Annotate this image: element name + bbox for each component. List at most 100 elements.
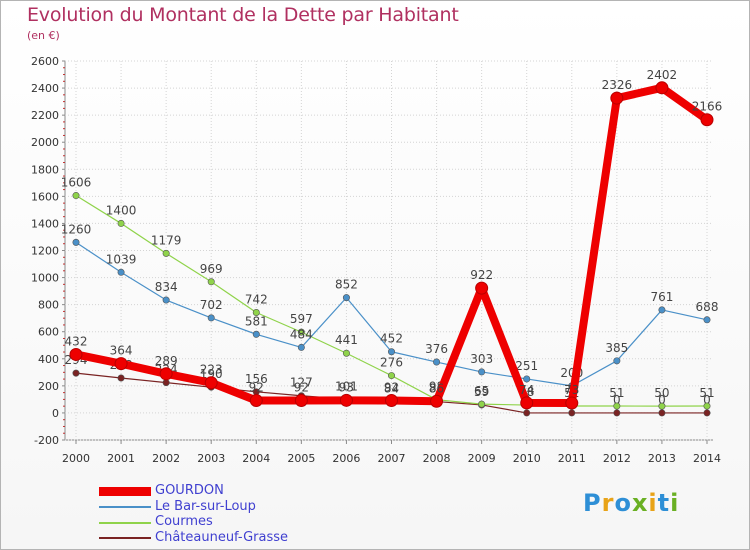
data-label-gourdon: 2326 xyxy=(602,78,633,92)
data-point-gourdon xyxy=(430,394,444,408)
data-point-chateauneuf-grasse xyxy=(162,379,170,387)
data-point-le-bar-sur-loup xyxy=(433,358,441,366)
data-point-courmes xyxy=(703,402,711,410)
data-point-gourdon xyxy=(565,396,579,410)
data-point-courmes xyxy=(387,372,395,380)
data-point-le-bar-sur-loup xyxy=(478,368,486,376)
x-tick-label: 2008 xyxy=(423,452,451,465)
logo-letter: x xyxy=(631,489,649,517)
data-label-gourdon: 922 xyxy=(470,268,493,282)
legend-label: Le Bar-sur-Loup xyxy=(155,498,256,514)
data-label-le-bar-sur-loup: 834 xyxy=(155,280,178,294)
data-point-gourdon xyxy=(385,393,398,407)
y-tick-label: 2400 xyxy=(31,82,59,95)
x-tick-label: 2005 xyxy=(287,452,315,465)
data-point-gourdon xyxy=(700,113,714,127)
data-point-chateauneuf-grasse xyxy=(568,409,576,417)
data-label-courmes: 969 xyxy=(200,262,223,276)
data-label-gourdon: 364 xyxy=(110,344,133,358)
legend-label: Châteauneuf-Grasse xyxy=(155,529,289,545)
y-tick-label: 1800 xyxy=(31,163,59,176)
data-label-le-bar-sur-loup: 688 xyxy=(696,300,719,314)
y-tick-label: 800 xyxy=(38,299,59,312)
x-tick-label: 2001 xyxy=(107,452,135,465)
y-tick-label: 1400 xyxy=(31,217,59,230)
data-point-le-bar-sur-loup xyxy=(613,357,621,365)
data-label-courmes: 441 xyxy=(335,333,358,347)
y-tick-label: 2600 xyxy=(31,55,59,68)
data-label-chateauneuf-grasse: 84 xyxy=(384,382,399,396)
data-label-courmes: 276 xyxy=(380,356,403,370)
x-tick-label: 2004 xyxy=(242,452,270,465)
legend-swatch xyxy=(99,521,151,524)
data-point-courmes xyxy=(117,219,125,227)
logo-letter: P xyxy=(583,489,602,517)
data-label-chateauneuf-grasse: 59 xyxy=(474,385,489,399)
data-label-chateauneuf-grasse: 0 xyxy=(703,393,711,407)
data-point-le-bar-sur-loup xyxy=(297,343,305,351)
data-point-gourdon xyxy=(159,367,173,381)
data-label-gourdon: 289 xyxy=(155,354,178,368)
data-point-le-bar-sur-loup xyxy=(162,296,170,304)
x-tick-label: 2012 xyxy=(603,452,631,465)
data-label-chateauneuf-grasse: 127 xyxy=(290,376,313,390)
data-point-le-bar-sur-loup xyxy=(523,375,531,383)
x-tick-label: 2000 xyxy=(62,452,90,465)
data-label-le-bar-sur-loup: 1260 xyxy=(61,222,92,236)
data-label-gourdon: 223 xyxy=(200,363,223,377)
data-label-gourdon: 93 xyxy=(339,380,354,394)
logo-letter: r xyxy=(601,489,615,517)
data-point-gourdon xyxy=(610,91,624,105)
data-point-gourdon xyxy=(114,357,128,371)
data-label-chateauneuf-grasse: 0 xyxy=(658,393,666,407)
data-label-gourdon: 92 xyxy=(249,380,264,394)
legend-label: Courmes xyxy=(155,514,213,529)
data-point-courmes xyxy=(162,249,170,257)
data-label-courmes: 50 xyxy=(654,386,669,400)
data-label-le-bar-sur-loup: 702 xyxy=(200,298,223,312)
data-label-gourdon: 432 xyxy=(65,334,88,348)
data-point-courmes xyxy=(342,349,350,357)
legend-swatch xyxy=(99,487,151,497)
data-point-gourdon xyxy=(339,393,353,407)
x-tick-label: 2003 xyxy=(197,452,225,465)
chart-title: Evolution du Montant de la Dette par Hab… xyxy=(27,4,459,26)
data-point-courmes xyxy=(478,400,486,408)
y-tick-label: 2200 xyxy=(31,109,59,122)
logo-letter: t xyxy=(657,489,671,517)
y-tick-label: 1000 xyxy=(31,272,59,285)
data-label-courmes: 51 xyxy=(699,386,714,400)
data-point-chateauneuf-grasse xyxy=(613,409,621,417)
data-label-le-bar-sur-loup: 1039 xyxy=(106,252,137,266)
data-point-courmes xyxy=(252,308,260,316)
data-point-chateauneuf-grasse xyxy=(72,369,80,377)
data-label-gourdon: 92 xyxy=(294,380,309,394)
legend-swatch xyxy=(99,506,151,509)
data-label-le-bar-sur-loup: 484 xyxy=(290,327,313,341)
data-point-le-bar-sur-loup xyxy=(252,330,260,338)
chart-subtitle: (en €) xyxy=(27,29,60,42)
data-label-courmes: 597 xyxy=(290,312,313,326)
x-tick-label: 2011 xyxy=(558,452,586,465)
data-label-courmes: 51 xyxy=(609,386,624,400)
x-tick-label: 2010 xyxy=(513,452,541,465)
data-label-courmes: 742 xyxy=(245,292,268,306)
x-tick-label: 2002 xyxy=(152,452,180,465)
data-point-courmes xyxy=(613,402,621,410)
proxiti-logo: Proxiti xyxy=(583,489,679,517)
data-point-courmes xyxy=(207,278,215,286)
data-label-gourdon: 92 xyxy=(384,380,399,394)
data-point-gourdon xyxy=(520,396,534,410)
data-point-le-bar-sur-loup xyxy=(387,348,395,356)
data-point-gourdon xyxy=(69,347,83,361)
data-label-gourdon: 2402 xyxy=(647,68,678,82)
x-tick-label: 2007 xyxy=(378,452,406,465)
logo-letter: i xyxy=(670,489,680,517)
data-label-le-bar-sur-loup: 385 xyxy=(605,341,628,355)
data-label-gourdon: 73 xyxy=(564,383,579,397)
data-point-le-bar-sur-loup xyxy=(342,294,350,302)
data-label-gourdon: 2166 xyxy=(692,100,723,114)
legend-swatch xyxy=(99,537,151,540)
